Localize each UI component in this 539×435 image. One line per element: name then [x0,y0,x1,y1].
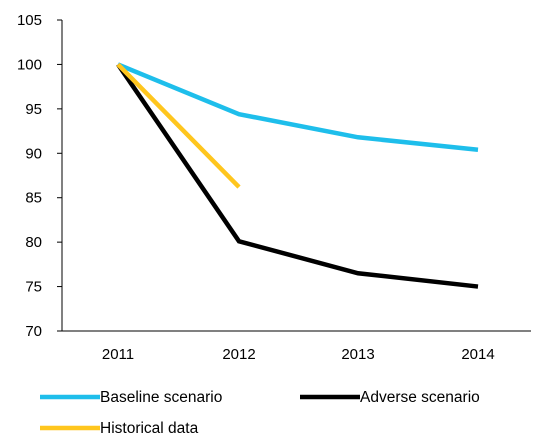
y-tick-label: 85 [25,190,42,207]
chart-axes [61,20,531,332]
legend-item-adverse-scenario: Adverse scenario [300,389,480,406]
legend-item-historical-data: Historical data [40,420,199,435]
y-axis-ticks: 70 75 80 85 90 95 100 105 [17,12,62,340]
y-tick-label: 75 [25,279,42,296]
series-layer [116,62,479,289]
x-tick-label: 2012 [222,346,255,363]
y-tick-label: 70 [25,323,42,340]
legend: Baseline scenario Adverse scenario Histori… [40,389,480,435]
x-tick-label: 2011 [102,346,134,363]
y-tick-label: 95 [25,101,42,118]
x-tick-label: 2013 [341,346,374,363]
legend-label: Historical data [100,420,199,435]
y-tick-label: 100 [17,56,42,73]
legend-label: Baseline scenario [100,389,222,406]
x-axis-ticks: 2011 2012 2013 2014 [102,346,495,363]
y-tick-label: 105 [17,12,42,29]
x-tick-label: 2014 [461,346,494,363]
y-tick-label: 90 [25,145,42,162]
series-line-baseline-scenario [117,62,479,152]
legend-item-baseline-scenario: Baseline scenario [40,389,222,406]
y-tick-label: 80 [25,234,42,251]
series-line-historical-data [116,62,241,189]
series-line-adverse-scenario [116,63,479,289]
legend-label: Adverse scenario [360,389,480,406]
